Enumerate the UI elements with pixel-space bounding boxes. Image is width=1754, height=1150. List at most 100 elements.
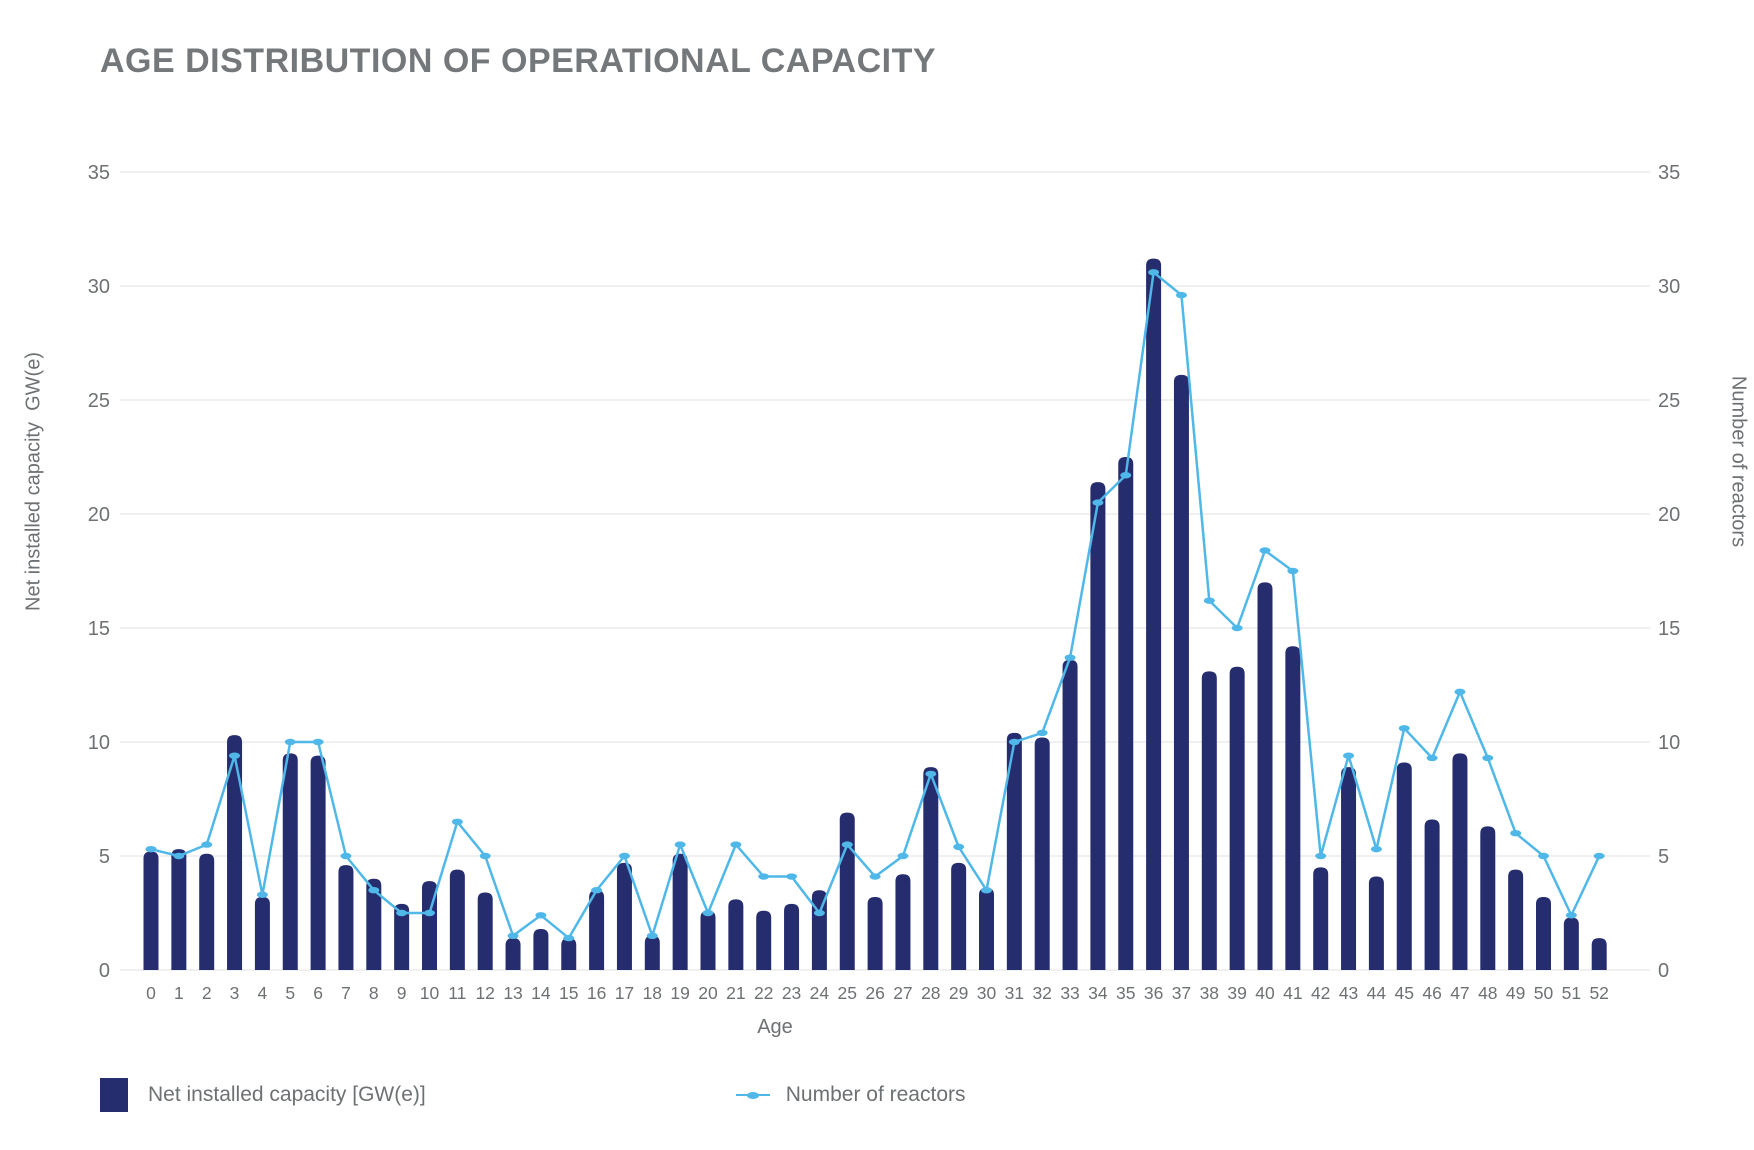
x-tick-label: 44 [1367, 983, 1387, 1003]
x-tick-label: 26 [865, 983, 884, 1003]
bar [282, 753, 298, 970]
x-tick-label: 28 [921, 983, 940, 1003]
x-tick-label: 6 [313, 983, 323, 1003]
bar [1591, 938, 1607, 970]
line-point [1398, 725, 1410, 732]
bar [616, 862, 632, 970]
line-point [953, 843, 965, 851]
line-point [1315, 852, 1327, 860]
bar [505, 938, 521, 970]
line-point [1008, 738, 1020, 746]
bar [728, 899, 744, 970]
bar [700, 910, 716, 970]
line-point [1203, 597, 1215, 604]
line-point [1175, 291, 1187, 299]
x-tick-label: 29 [949, 983, 968, 1003]
y-tick-label-right: 20 [1658, 504, 1680, 526]
line-point [1343, 752, 1355, 759]
legend-line-item: Number of reactors [735, 1078, 966, 1112]
line-point [1565, 912, 1577, 919]
x-tick-label: 39 [1227, 983, 1246, 1003]
bar [449, 869, 465, 970]
line-point [869, 873, 881, 880]
x-tick-label: 10 [420, 983, 440, 1003]
bar [1508, 869, 1524, 970]
bar [1424, 819, 1440, 970]
y-tick-label-right: 0 [1658, 960, 1669, 982]
bar [171, 849, 187, 970]
x-tick-label: 15 [559, 983, 578, 1003]
line-point [981, 887, 992, 894]
line-point [1148, 269, 1160, 276]
line-point [730, 841, 742, 848]
x-tick-label: 16 [587, 983, 606, 1003]
bar [143, 851, 159, 970]
x-tick-label: 23 [782, 983, 801, 1003]
reactors-line [149, 271, 1601, 940]
y-tick-label-left: 0 [99, 960, 110, 982]
bar [1034, 737, 1050, 970]
x-tick-label: 51 [1562, 983, 1581, 1003]
line-point [1510, 830, 1522, 837]
line-point [145, 845, 157, 853]
bar [895, 874, 911, 970]
bar [1563, 917, 1579, 970]
bar [199, 853, 215, 970]
line-point [925, 770, 937, 778]
y-tick-label-right: 15 [1658, 618, 1680, 640]
line-point [758, 873, 770, 880]
line-point [229, 752, 241, 759]
line-point [1287, 567, 1299, 575]
bar [672, 853, 688, 970]
x-axis-title: Age [757, 1016, 793, 1038]
line-point [1593, 852, 1605, 860]
x-tick-label: 41 [1283, 983, 1302, 1003]
y-tick-label-right: 10 [1658, 732, 1680, 754]
line-point [1482, 754, 1494, 762]
line-point [1231, 624, 1243, 632]
bar [589, 890, 605, 970]
y-axis-title-left: Net installed capacity GW(e) [22, 352, 45, 611]
x-tick-label: 11 [448, 983, 466, 1003]
x-tick-label: 37 [1172, 983, 1191, 1003]
y-tick-label-left: 35 [88, 162, 110, 184]
x-tick-label: 42 [1311, 983, 1330, 1003]
line-point [813, 909, 825, 917]
legend-bar-label: Net installed capacity [GW(e)] [148, 1083, 426, 1106]
x-tick-label: 3 [230, 983, 240, 1003]
line-point [1454, 688, 1466, 696]
bar [227, 735, 243, 970]
line-point [702, 909, 714, 917]
x-tick-label: 32 [1032, 983, 1051, 1003]
x-tick-label: 48 [1478, 983, 1497, 1003]
y-axis-title-right: Number of reactors [1727, 375, 1750, 548]
legend-line-label: Number of reactors [785, 1083, 966, 1106]
x-tick-label: 27 [893, 983, 912, 1003]
line-point [563, 934, 575, 942]
line-point [340, 852, 352, 860]
x-tick-label: 5 [285, 983, 295, 1003]
bar [951, 862, 967, 970]
bar [644, 935, 660, 970]
bar [1452, 753, 1468, 970]
line-point [1036, 729, 1048, 737]
x-tick-label: 46 [1422, 983, 1441, 1003]
x-tick-label: 36 [1144, 983, 1163, 1003]
line-point [1120, 472, 1132, 479]
x-tick-label: 0 [146, 983, 156, 1003]
line-point [897, 852, 909, 860]
line-point [535, 912, 547, 919]
line-point [284, 738, 296, 746]
x-tick-label: 47 [1450, 983, 1469, 1003]
y-tick-label-left: 15 [88, 618, 110, 640]
bar [1006, 732, 1022, 970]
bar [338, 865, 354, 970]
line-point [1426, 754, 1438, 762]
y-tick-label-right: 5 [1658, 846, 1669, 868]
bar [1090, 482, 1106, 970]
bar [979, 887, 994, 970]
bar [477, 892, 493, 970]
bar [1257, 582, 1273, 970]
line-point [618, 852, 630, 860]
